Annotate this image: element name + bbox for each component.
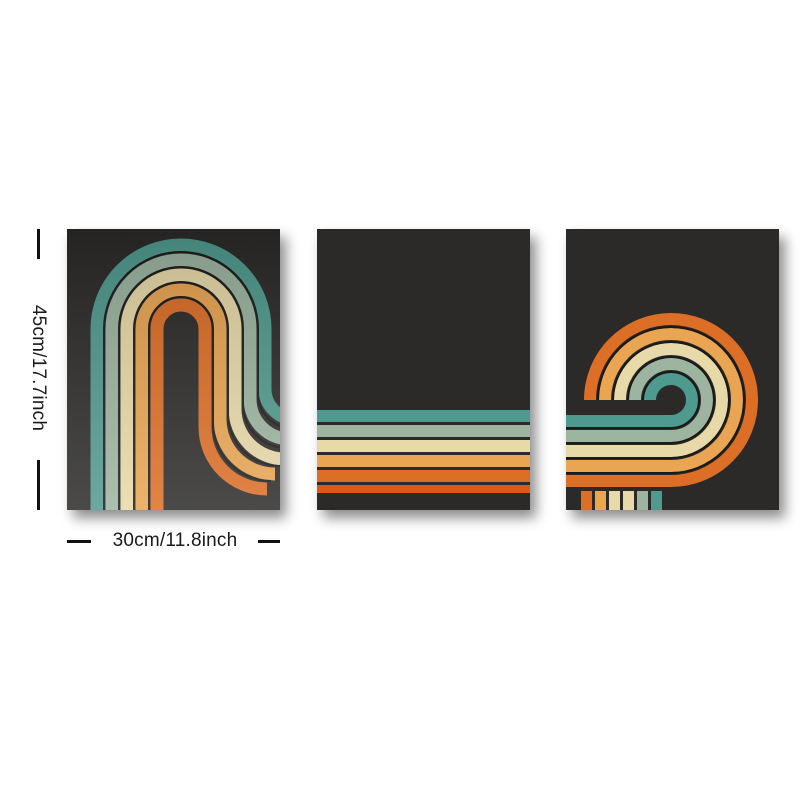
panel-middle-stripes — [317, 229, 530, 510]
width-dimension-line-left — [67, 540, 91, 543]
height-dimension-line-bottom — [37, 460, 40, 510]
width-dimension-line-right — [258, 540, 280, 543]
height-dimension-line-top — [37, 229, 40, 259]
width-dimension-label: 30cm/11.8inch — [112, 530, 238, 551]
panel-right-spiral — [566, 229, 779, 510]
height-dimension-label: 45cm/17.7inch — [28, 304, 49, 432]
panel-left-arch — [67, 229, 280, 510]
